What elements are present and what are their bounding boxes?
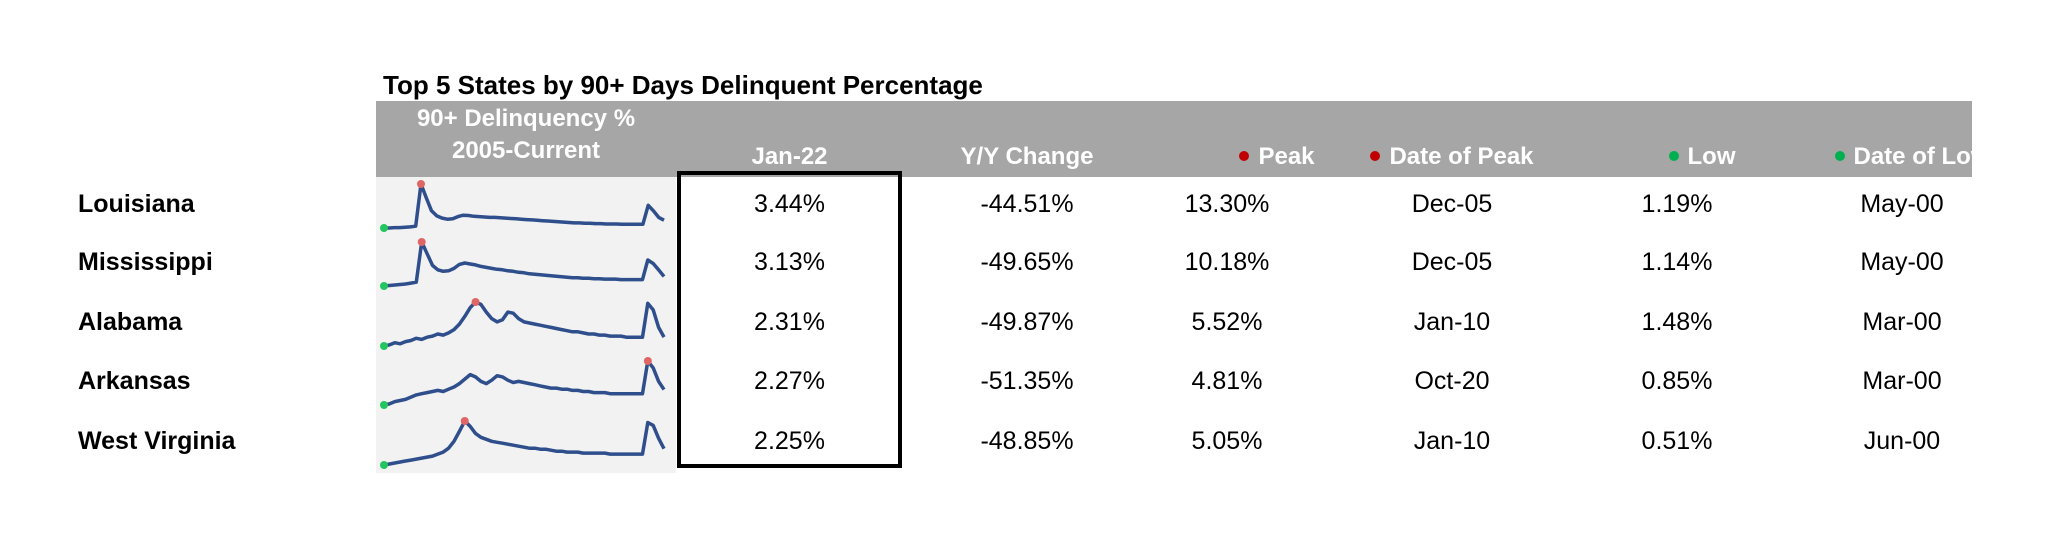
sparkline	[380, 298, 666, 350]
cell-date-peak: Jan-10	[1413, 308, 1491, 336]
sparkline-background	[376, 177, 676, 473]
header-low-label: Low	[1687, 143, 1736, 170]
cell-peak: 13.30%	[1184, 190, 1270, 218]
header-current: Jan-22	[751, 143, 828, 170]
sparkline-peak-point	[416, 180, 425, 188]
header-date-peak-label: Date of Peak	[1389, 143, 1534, 170]
sparkline-series	[383, 419, 666, 467]
sparkline-peak-point	[471, 298, 480, 306]
cell-yoy: -49.65%	[980, 248, 1074, 276]
low-date-marker-icon	[1834, 151, 1845, 161]
cell-date-low: May-00	[1860, 190, 1944, 218]
cell-low: 0.51%	[1641, 427, 1713, 455]
cell-date-peak: Oct-20	[1414, 367, 1490, 395]
table-title: Top 5 States by 90+ Days Delinquent Perc…	[383, 70, 983, 100]
state-name: Alabama	[78, 308, 183, 336]
table-header: 90+ Delinquency % 2005-Current Jan-22 Y/…	[376, 101, 1990, 177]
sparkline-series	[383, 240, 666, 288]
sparkline	[380, 238, 666, 290]
cell-current: 2.31%	[754, 308, 825, 336]
header-peak: Peak	[1152, 141, 1402, 173]
cell-current: 2.25%	[754, 427, 825, 455]
header-low: Low	[1552, 141, 1852, 173]
table-row: Arkansas 2.27% -51.35% 4.81% Oct-20 0.85% Mar-…	[0, 351, 2048, 411]
cell-date-low: Jun-00	[1863, 427, 1941, 455]
sparkline	[380, 180, 665, 232]
cell-current: 2.27%	[754, 367, 825, 395]
cell-date-peak: Dec-05	[1411, 248, 1493, 276]
sparkline-peak-point	[460, 417, 469, 425]
peak-date-marker-icon	[1370, 151, 1381, 161]
sparkline-series	[384, 182, 665, 230]
sparkline-low-point	[380, 342, 388, 350]
table-row: Mississippi 3.13% -49.65% 10.18% Dec-05 1.14%…	[0, 232, 2048, 292]
sparkline-peak-point	[643, 357, 652, 365]
sparkline-low-point	[380, 282, 388, 290]
cell-yoy: -44.51%	[980, 190, 1074, 218]
cell-date-low: Mar-00	[1862, 308, 1942, 336]
header-date-peak: Date of Peak	[1302, 141, 1602, 173]
cell-peak: 5.52%	[1191, 308, 1263, 336]
state-name: Mississippi	[78, 248, 213, 276]
cell-peak: 4.81%	[1191, 367, 1263, 395]
cell-current: 3.44%	[754, 190, 825, 218]
current-column-highlight	[677, 171, 902, 468]
table-row: Alabama 2.31% -49.87% 5.52% Jan-10 1.48% Mar-0…	[0, 292, 2048, 352]
cell-date-peak: Dec-05	[1411, 190, 1493, 218]
cell-low: 1.19%	[1641, 190, 1713, 218]
cell-date-peak: Jan-10	[1413, 427, 1491, 455]
state-name: Louisiana	[78, 190, 195, 218]
sparkline-peak-point	[417, 238, 426, 246]
table-row: Louisiana 3.44% -44.51% 13.30% Dec-05 1.19% Ma…	[0, 174, 2048, 234]
sparkline	[380, 417, 666, 469]
header-yoy: Y/Y Change	[960, 143, 1094, 170]
table-row: West Virginia 2.25% -48.85% 5.05% Jan-10 0.51…	[0, 411, 2048, 471]
sparkline-low-point	[380, 224, 388, 232]
cell-yoy: -51.35%	[980, 367, 1074, 395]
cell-date-low: Mar-00	[1862, 367, 1942, 395]
sparkline-series	[383, 359, 666, 407]
cell-yoy: -48.85%	[980, 427, 1074, 455]
sparkline-low-point	[380, 461, 388, 469]
low-marker-icon	[1668, 151, 1679, 161]
header-sparkline-line2: 2005-Current	[451, 137, 601, 164]
sparkline-series	[383, 300, 666, 348]
cell-low: 1.14%	[1641, 248, 1713, 276]
cell-date-low: May-00	[1860, 248, 1944, 276]
sparkline-low-point	[380, 401, 388, 409]
state-name: West Virginia	[78, 427, 236, 455]
state-name: Arkansas	[78, 367, 191, 395]
peak-marker-icon	[1239, 151, 1250, 161]
cell-yoy: -49.87%	[980, 308, 1074, 336]
header-date-low-label: Date of Low	[1853, 143, 1990, 170]
cell-peak: 5.05%	[1191, 427, 1263, 455]
cell-peak: 10.18%	[1184, 248, 1270, 276]
cell-low: 1.48%	[1641, 308, 1713, 336]
sparkline	[380, 357, 666, 409]
header-sparkline-line1: 90+ Delinquency %	[416, 105, 636, 132]
header-sparkline: 90+ Delinquency % 2005-Current	[376, 103, 676, 167]
cell-current: 3.13%	[754, 248, 825, 276]
header-date-low: Date of Low	[1762, 141, 2048, 173]
cell-low: 0.85%	[1641, 367, 1713, 395]
header-peak-label: Peak	[1258, 143, 1315, 170]
